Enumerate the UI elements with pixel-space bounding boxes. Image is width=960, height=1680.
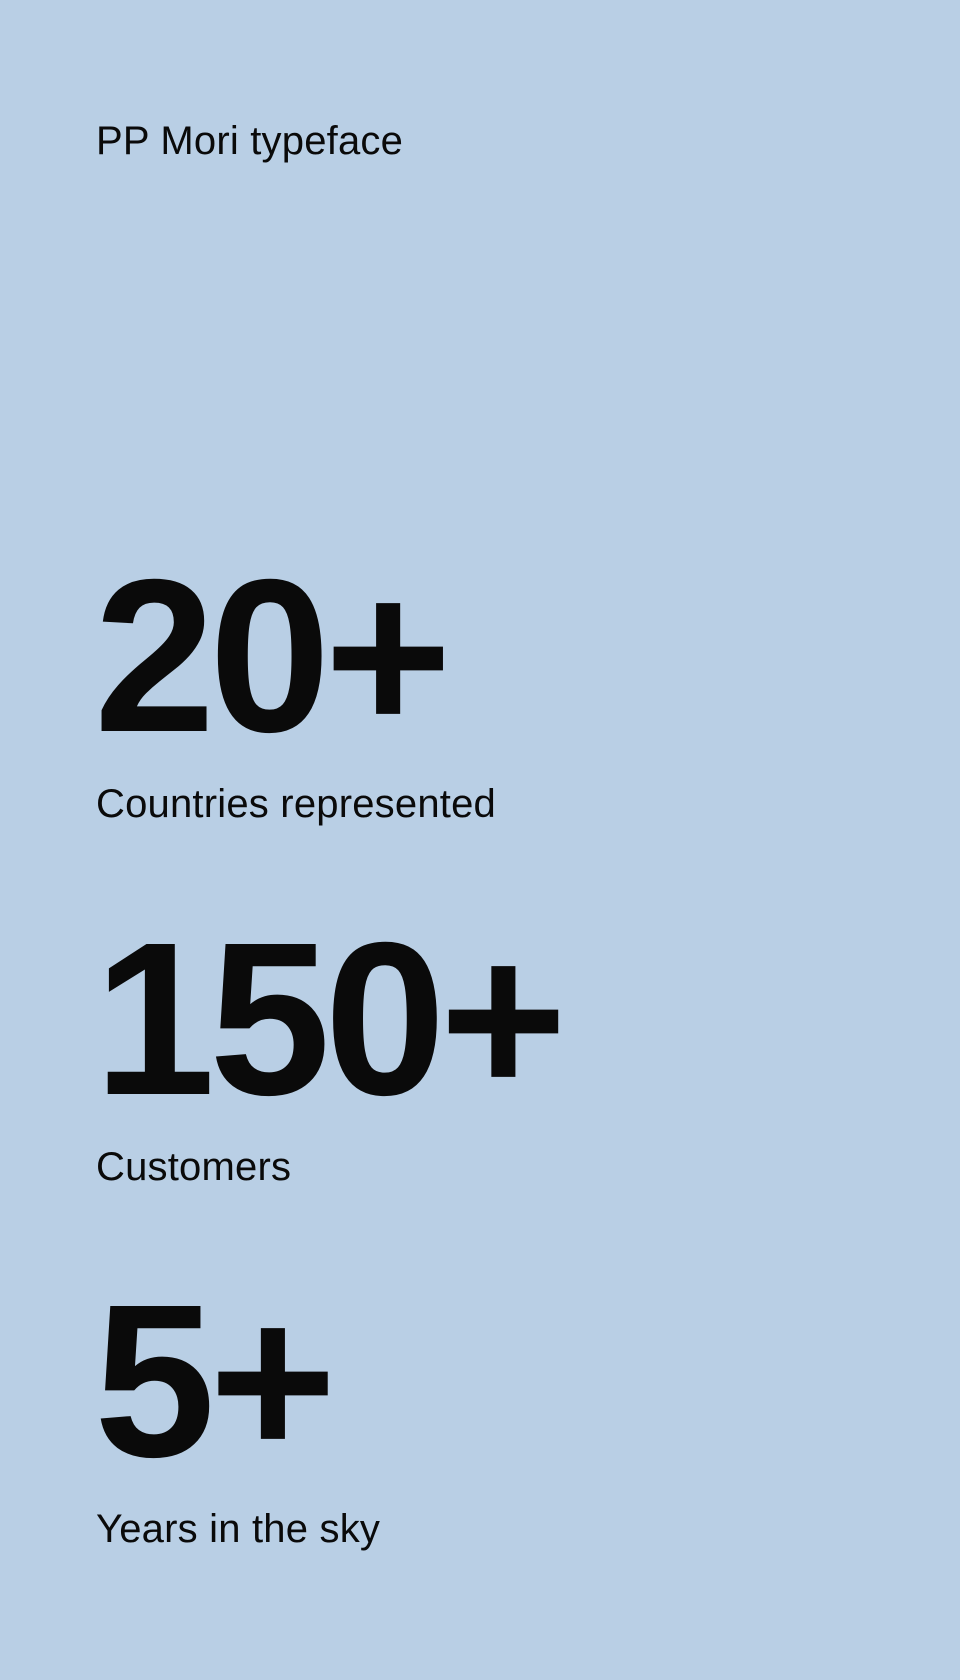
stat-countries: 20+ Countries represented bbox=[94, 548, 496, 828]
typeface-caption: PP Mori typeface bbox=[96, 119, 404, 163]
stat-value: 5+ bbox=[94, 1260, 337, 1503]
stat-value: 150+ bbox=[94, 898, 567, 1141]
stat-label: Customers bbox=[96, 1145, 292, 1189]
stat-label: Countries represented bbox=[96, 782, 496, 826]
stat-value: 20+ bbox=[94, 535, 452, 778]
stat-customers: 150+ Customers bbox=[94, 898, 567, 1191]
stat-years: 5+ Years in the sky bbox=[94, 1273, 380, 1553]
stat-label: Years in the sky bbox=[96, 1507, 381, 1551]
